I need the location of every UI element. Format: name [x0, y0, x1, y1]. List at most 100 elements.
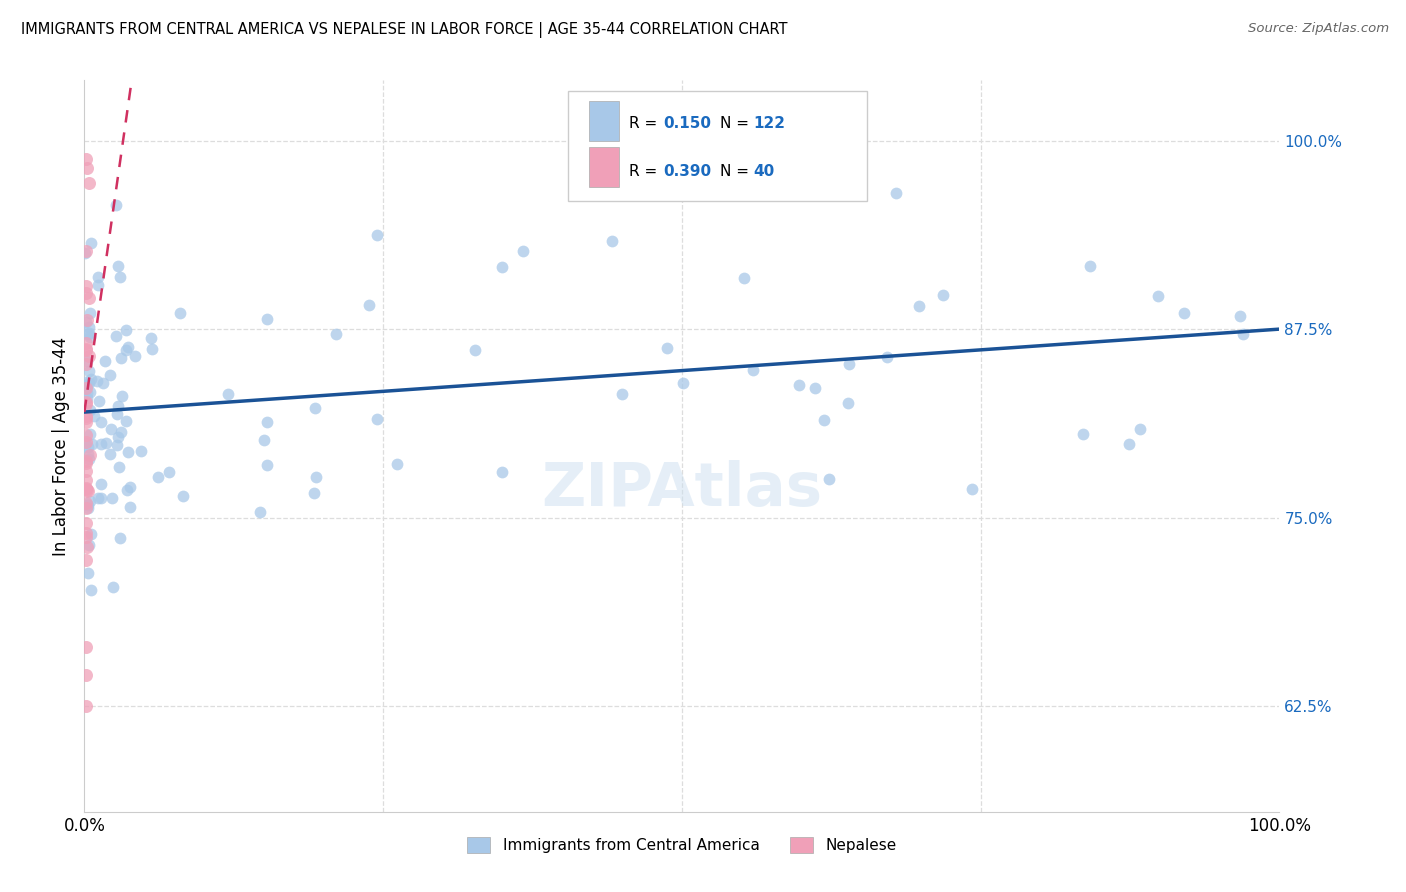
- Point: [75, 464, 97, 478]
- Point: [75, 435, 97, 450]
- Point: [75, 501, 97, 516]
- Point: [77, 326, 100, 341]
- Point: [1229, 309, 1251, 323]
- Point: [75, 530, 97, 544]
- Text: ZIPAtlas: ZIPAtlas: [541, 460, 823, 519]
- Point: [256, 312, 278, 326]
- Point: [114, 323, 136, 337]
- Point: [75, 482, 97, 496]
- Text: 0.150: 0.150: [662, 116, 711, 131]
- Point: [932, 288, 955, 302]
- Point: [75, 152, 97, 166]
- Point: [75, 285, 97, 300]
- Point: [75, 279, 97, 293]
- Point: [357, 298, 380, 312]
- Point: [79, 494, 101, 508]
- Point: [117, 340, 139, 354]
- Point: [76, 313, 98, 327]
- Point: [366, 412, 388, 426]
- Text: 122: 122: [754, 116, 786, 131]
- Point: [742, 363, 765, 377]
- Point: [90, 415, 112, 429]
- Point: [75, 428, 97, 442]
- Point: [105, 198, 128, 212]
- Point: [75, 496, 97, 510]
- Point: [91, 376, 114, 391]
- Point: [75, 553, 97, 567]
- Point: [1118, 436, 1140, 450]
- Point: [787, 378, 810, 392]
- Point: [75, 244, 97, 258]
- Point: [79, 330, 101, 344]
- Point: [76, 354, 98, 368]
- Point: [600, 235, 623, 249]
- Point: [77, 176, 100, 190]
- Point: [733, 271, 755, 285]
- Point: [1071, 427, 1094, 442]
- Point: [75, 481, 97, 495]
- Point: [77, 319, 100, 334]
- Point: [75, 516, 97, 531]
- Point: [118, 480, 141, 494]
- Point: [1232, 326, 1254, 341]
- Point: [118, 500, 141, 514]
- Text: N =: N =: [720, 116, 754, 131]
- Point: [77, 501, 100, 516]
- Point: [80, 372, 103, 386]
- Point: [1080, 259, 1102, 273]
- Point: [76, 483, 98, 498]
- Point: [86, 374, 108, 388]
- Point: [907, 299, 929, 313]
- Point: [672, 376, 695, 391]
- Point: [75, 434, 97, 449]
- Point: [75, 456, 97, 470]
- Point: [107, 259, 129, 273]
- Point: [79, 427, 101, 442]
- Point: [77, 349, 100, 363]
- Point: [76, 447, 98, 461]
- Point: [141, 342, 163, 356]
- Point: [141, 331, 163, 345]
- Point: [491, 465, 513, 479]
- Point: [76, 391, 98, 405]
- Point: [75, 473, 97, 487]
- Bar: [589, 147, 619, 187]
- Point: [108, 269, 131, 284]
- Point: [76, 484, 98, 499]
- Point: [960, 482, 983, 496]
- Point: [80, 582, 103, 597]
- Point: [76, 385, 98, 400]
- Point: [75, 315, 97, 329]
- Y-axis label: In Labor Force | Age 35-44: In Labor Force | Age 35-44: [52, 336, 70, 556]
- Point: [75, 343, 97, 357]
- Point: [818, 471, 841, 485]
- Point: [256, 415, 278, 429]
- Bar: [589, 101, 619, 141]
- Point: [172, 489, 194, 503]
- Text: R =: R =: [630, 116, 662, 131]
- Point: [107, 438, 129, 452]
- Point: [464, 343, 486, 358]
- Point: [77, 538, 100, 552]
- FancyBboxPatch shape: [568, 91, 868, 201]
- Point: [107, 399, 129, 413]
- Point: [256, 458, 278, 472]
- Point: [108, 531, 131, 545]
- Point: [76, 161, 98, 175]
- Point: [111, 389, 134, 403]
- Point: [124, 350, 146, 364]
- Point: [76, 540, 98, 554]
- Point: [90, 476, 112, 491]
- Point: [77, 440, 100, 454]
- Point: [80, 235, 103, 250]
- Point: [75, 640, 97, 655]
- Point: [115, 483, 138, 497]
- Text: IMMIGRANTS FROM CENTRAL AMERICA VS NEPALESE IN LABOR FORCE | AGE 35-44 CORRELATI: IMMIGRANTS FROM CENTRAL AMERICA VS NEPAL…: [21, 22, 787, 38]
- Point: [79, 306, 101, 320]
- Point: [98, 368, 121, 383]
- Point: [733, 151, 755, 165]
- Point: [75, 395, 97, 409]
- Point: [75, 381, 97, 395]
- Point: [94, 354, 117, 368]
- Point: [83, 409, 105, 423]
